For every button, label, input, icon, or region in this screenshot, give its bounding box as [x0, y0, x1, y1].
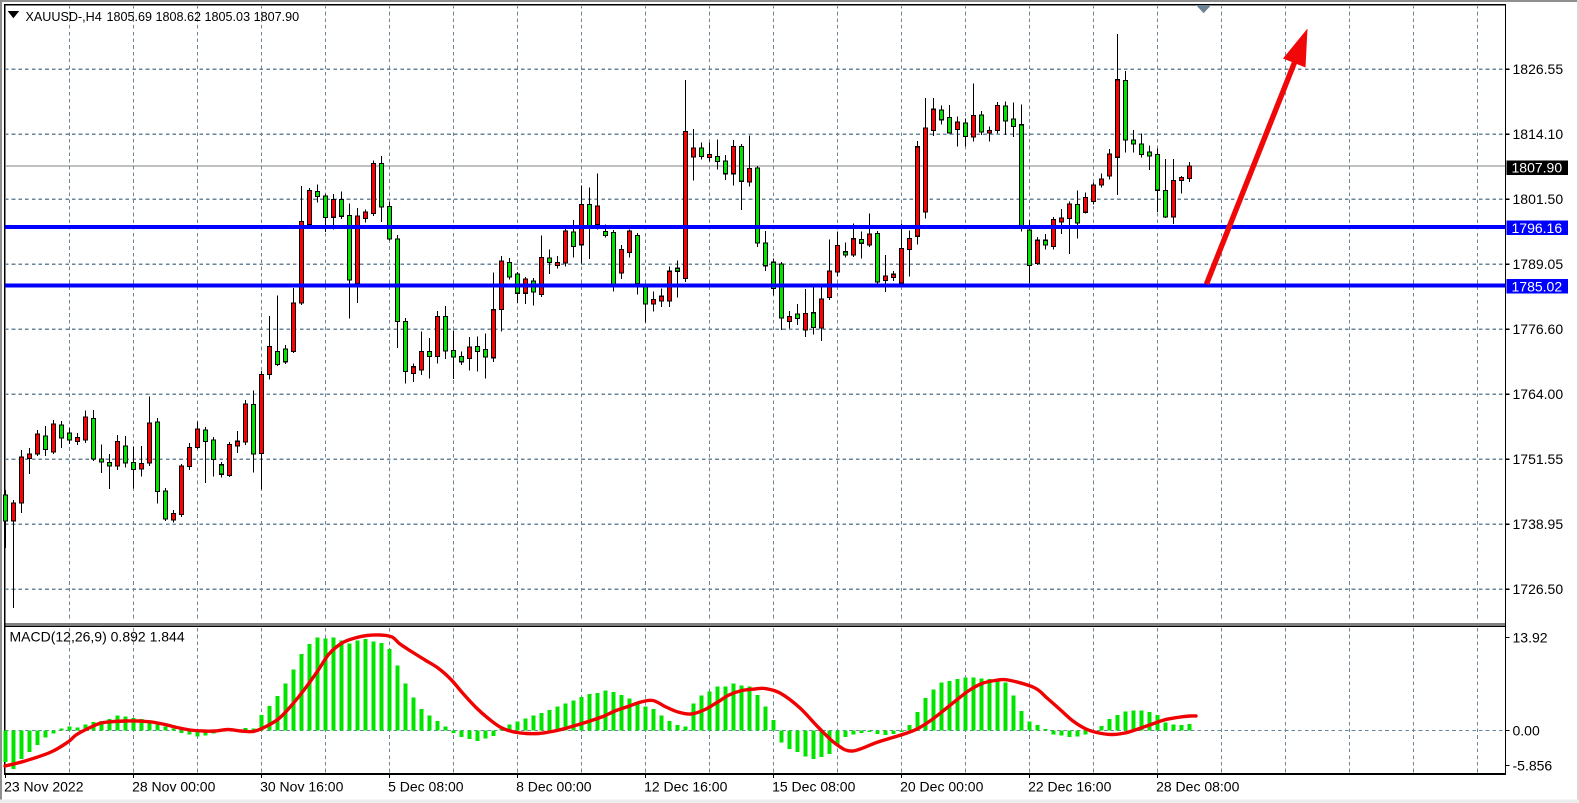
- svg-text:22 Dec 16:00: 22 Dec 16:00: [1028, 779, 1111, 795]
- svg-text:13.92: 13.92: [1513, 629, 1548, 645]
- svg-text:28 Dec 08:00: 28 Dec 08:00: [1156, 779, 1239, 795]
- svg-text:1785.02: 1785.02: [1512, 278, 1563, 294]
- svg-text:5 Dec 08:00: 5 Dec 08:00: [388, 779, 464, 795]
- svg-text:30 Nov 16:00: 30 Nov 16:00: [260, 779, 343, 795]
- svg-text:1805.69 1808.62 1805.03 1807.9: 1805.69 1808.62 1805.03 1807.90: [107, 10, 300, 24]
- svg-text:1814.10: 1814.10: [1513, 126, 1564, 142]
- svg-text:12 Dec 16:00: 12 Dec 16:00: [644, 779, 727, 795]
- svg-text:-5.856: -5.856: [1513, 758, 1553, 774]
- svg-text:1796.16: 1796.16: [1512, 220, 1563, 236]
- svg-text:1807.90: 1807.90: [1512, 160, 1563, 176]
- svg-text:1738.95: 1738.95: [1513, 516, 1564, 532]
- svg-text:0.00: 0.00: [1513, 722, 1540, 738]
- svg-text:1764.00: 1764.00: [1513, 386, 1564, 402]
- svg-text:23 Nov 2022: 23 Nov 2022: [4, 779, 84, 795]
- svg-text:1789.05: 1789.05: [1513, 256, 1564, 272]
- svg-text:1801.50: 1801.50: [1513, 191, 1564, 207]
- svg-text:20 Dec 00:00: 20 Dec 00:00: [900, 779, 983, 795]
- svg-text:15 Dec 08:00: 15 Dec 08:00: [772, 779, 855, 795]
- svg-text:MACD(12,26,9) 0.892 1.844: MACD(12,26,9) 0.892 1.844: [10, 629, 185, 645]
- svg-text:1726.50: 1726.50: [1513, 581, 1564, 597]
- svg-text:8 Dec 00:00: 8 Dec 00:00: [516, 779, 592, 795]
- svg-text:28 Nov 00:00: 28 Nov 00:00: [132, 779, 215, 795]
- svg-text:1826.55: 1826.55: [1513, 61, 1564, 77]
- svg-text:XAUUSD-,H4: XAUUSD-,H4: [26, 10, 102, 24]
- svg-text:1776.60: 1776.60: [1513, 321, 1564, 337]
- svg-text:1751.55: 1751.55: [1513, 451, 1564, 467]
